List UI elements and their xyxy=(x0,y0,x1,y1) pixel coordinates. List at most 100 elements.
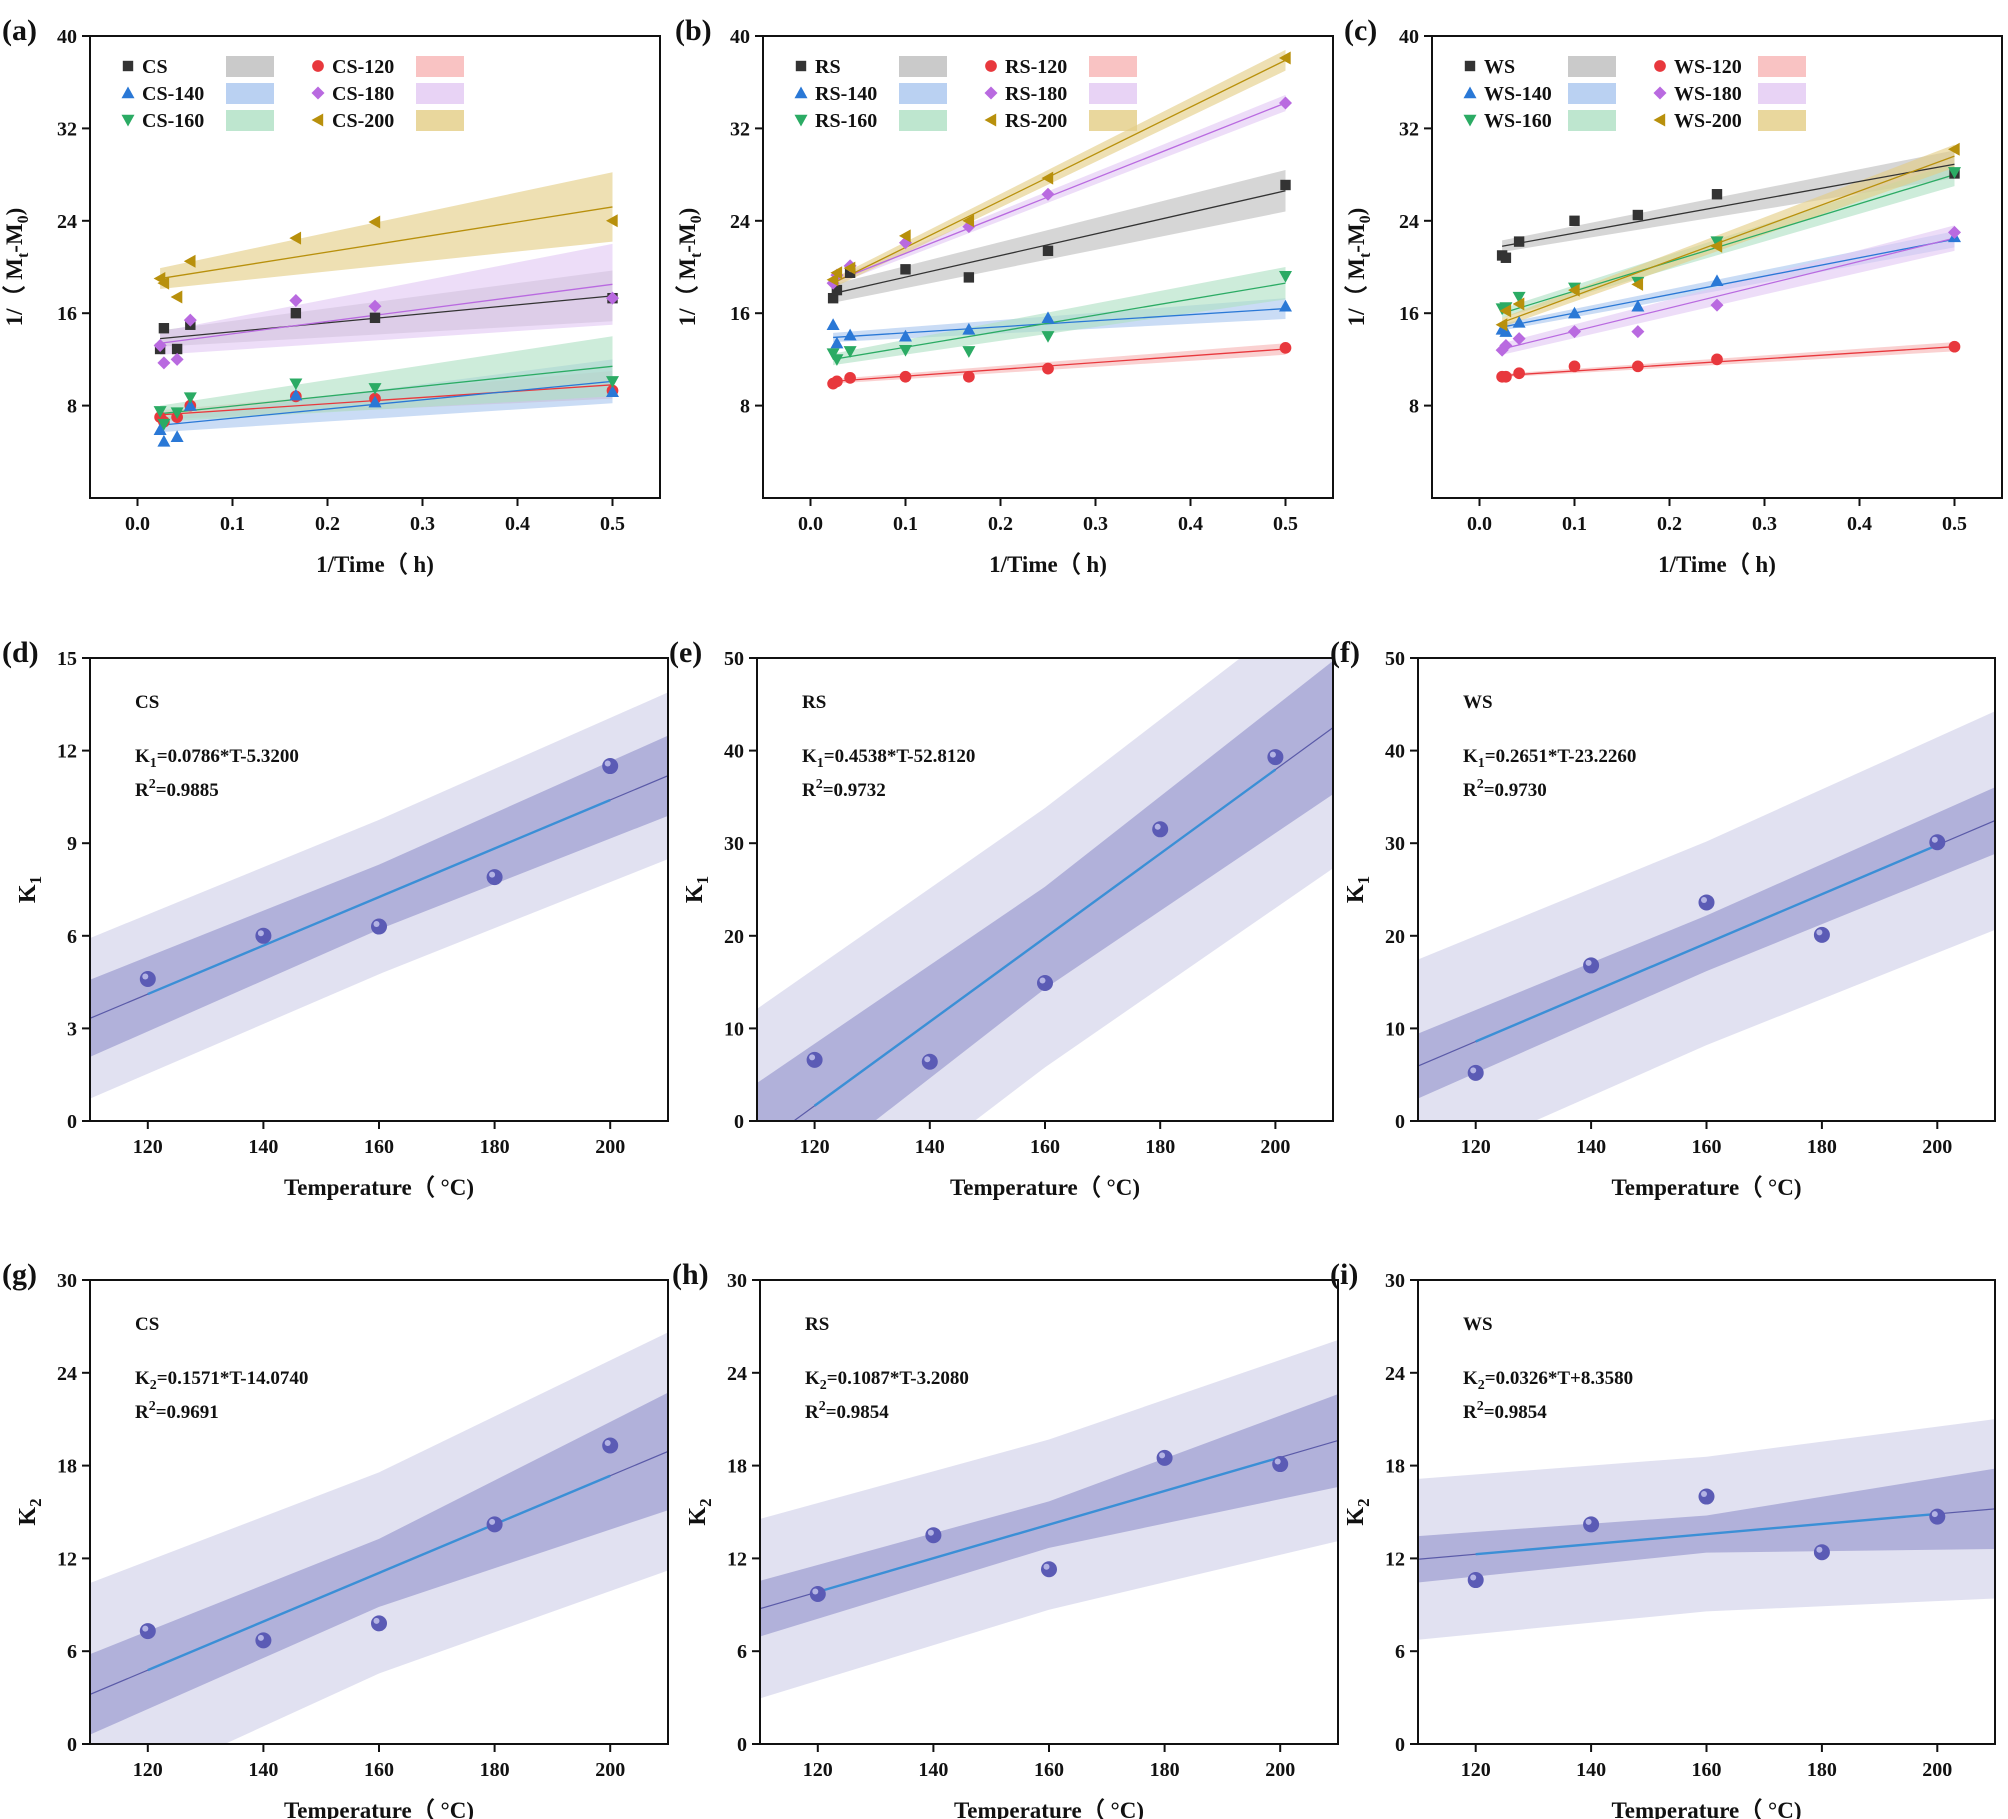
y-axis-label-part: 0 xyxy=(688,215,705,223)
data-point-rs xyxy=(827,292,839,304)
fit-line xyxy=(147,798,611,996)
data-point-ws-200 xyxy=(1631,277,1644,291)
data-point-rs-140 xyxy=(1041,311,1055,324)
fit-equation-part: K xyxy=(805,1368,820,1389)
legend-band-swatch xyxy=(416,110,464,131)
legend-band-swatch xyxy=(1758,110,1806,131)
legend-band-swatch xyxy=(1089,56,1137,77)
fit-equation: K1=0.2651*T-23.2260 xyxy=(1463,746,1636,771)
fit-equation-part: 2 xyxy=(1478,1378,1485,1393)
legend-band-swatch xyxy=(226,56,274,77)
data-point-rs-120 xyxy=(899,370,912,383)
plot-area xyxy=(90,692,668,1099)
r-squared-part: =0.9691 xyxy=(156,1402,219,1423)
data-point-highlight xyxy=(489,1518,496,1525)
legend-marker-cs-120 xyxy=(312,60,324,72)
data-point-ws-140 xyxy=(1631,299,1645,312)
legend-label-rs: RS xyxy=(815,56,841,78)
data-point-highlight xyxy=(142,1625,149,1632)
data-point-cs-140 xyxy=(606,385,619,397)
data-point-highlight xyxy=(257,1634,264,1641)
y-tick-label: 18 xyxy=(57,1456,77,1478)
legend-marker-cs-200 xyxy=(311,113,324,127)
legend-marker-ws-200 xyxy=(1653,113,1666,127)
data-point xyxy=(486,1516,503,1533)
legend-label-ws-140: WS-140 xyxy=(1484,83,1552,105)
data-point-ws xyxy=(1513,236,1525,247)
x-tick-label: 0.2 xyxy=(1657,513,1682,535)
legend-band-swatch xyxy=(1568,110,1616,131)
fit-equation-part: K xyxy=(1463,746,1478,767)
r-squared-part: =0.9732 xyxy=(823,780,886,801)
confidence-band-ws xyxy=(1502,150,1955,252)
y-tick-label: 0 xyxy=(67,1111,77,1133)
data-point-ws-180 xyxy=(1710,298,1724,312)
legend-marker-cs-160 xyxy=(121,114,135,127)
y-tick-label: 40 xyxy=(1385,741,1405,763)
legend-marker-rs-120 xyxy=(985,60,997,72)
data-point xyxy=(139,1623,156,1640)
confidence-band-ws-120 xyxy=(1502,342,1955,378)
data-point xyxy=(602,758,619,775)
x-tick-label: 160 xyxy=(1692,1136,1722,1158)
r-squared: R2=0.9730 xyxy=(1463,777,1547,801)
data-point xyxy=(1467,1572,1484,1589)
fit-line-cs-120 xyxy=(160,384,613,416)
data-point-ws-160 xyxy=(1512,291,1526,304)
data-point-ws-140 xyxy=(1568,306,1581,319)
data-point-rs-140 xyxy=(826,318,840,330)
x-tick-label: 160 xyxy=(364,1136,394,1158)
r-squared-part: R xyxy=(1463,1402,1477,1423)
y-tick-label: 12 xyxy=(57,741,77,763)
data-point-ws-160 xyxy=(1948,167,1961,179)
x-tick-label: 0.4 xyxy=(505,513,530,535)
x-tick-label: 120 xyxy=(1461,1759,1491,1781)
data-point-ws-200 xyxy=(1948,142,1960,156)
legend-marker-ws-120 xyxy=(1654,60,1666,72)
r-squared-part: R xyxy=(805,1402,819,1423)
panel-label: (c) xyxy=(1344,14,1377,47)
x-tick-label: 140 xyxy=(248,1759,278,1781)
data-point-cs-180 xyxy=(368,299,382,313)
data-point-cs-160 xyxy=(606,376,619,388)
data-point-cs-160 xyxy=(153,406,167,418)
y-axis-label-part: -M xyxy=(675,223,700,253)
data-point-ws-200 xyxy=(1495,318,1508,332)
panel-label: (g) xyxy=(2,1258,37,1291)
data-point-rs-140 xyxy=(830,336,844,349)
legend-label-rs-120: RS-120 xyxy=(1005,56,1067,78)
data-point xyxy=(1583,1516,1600,1533)
data-point-highlight xyxy=(604,760,611,767)
data-point-highlight xyxy=(373,921,380,928)
fit-line xyxy=(1475,844,1938,1043)
data-point-ws-200 xyxy=(1499,304,1512,318)
y-tick-label: 18 xyxy=(1385,1456,1405,1478)
y-tick-label: 40 xyxy=(57,26,77,48)
y-axis-label: K2 xyxy=(15,1498,45,1525)
fit-line-rs-180 xyxy=(832,102,1286,283)
fit-line xyxy=(813,768,1277,1107)
panel-label: (a) xyxy=(2,14,37,47)
r-squared-part: R xyxy=(135,780,149,801)
data-point xyxy=(921,1053,938,1070)
data-point-highlight xyxy=(1154,823,1161,830)
fit-line-rs-140 xyxy=(833,307,1286,339)
data-point xyxy=(925,1527,942,1544)
data-point-cs-200 xyxy=(368,215,381,229)
fit-equation-part: 2 xyxy=(150,1378,157,1393)
y-tick-label: 30 xyxy=(724,833,744,855)
x-tick-label: 0.3 xyxy=(1083,513,1108,535)
y-tick-label: 16 xyxy=(1399,303,1419,325)
plot-area xyxy=(90,1332,668,1744)
sample-label: WS xyxy=(1463,692,1493,713)
y-tick-label: 50 xyxy=(724,648,744,670)
fit-line xyxy=(817,1456,1281,1594)
y-axis-label-part: ) xyxy=(2,208,27,216)
y-tick-label: 0 xyxy=(737,1734,747,1756)
y-axis-label-part: t xyxy=(1357,252,1374,258)
data-point-cs-180 xyxy=(606,291,619,305)
data-point-highlight xyxy=(927,1529,934,1536)
y-tick-label: 8 xyxy=(1409,396,1419,418)
x-tick-label: 0.0 xyxy=(125,513,150,535)
x-tick-label: 180 xyxy=(1150,1759,1180,1781)
